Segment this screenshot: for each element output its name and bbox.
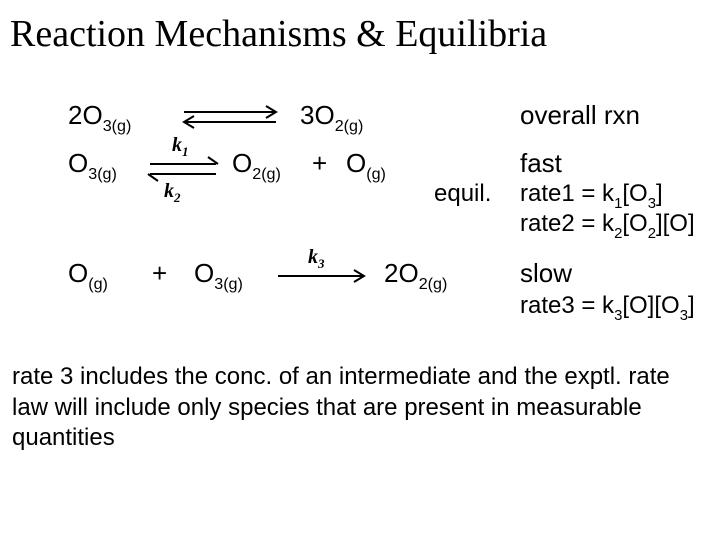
overall-right-coef: 3: [300, 100, 314, 130]
rate1-eqn: rate1 = k1[O3]: [520, 180, 663, 211]
step2-r2: O3(g): [194, 258, 243, 293]
step2-r1: O(g): [68, 258, 108, 293]
overall-rhs: 3O2(g): [300, 100, 363, 135]
step1-left-sub: 3(g): [88, 165, 117, 183]
step1-label: fast: [520, 148, 562, 179]
double-arrow-step1: [146, 154, 222, 184]
overall-right-sub: 2(g): [335, 117, 364, 135]
step1-lhs: O3(g): [68, 148, 117, 183]
overall-label: overall rxn: [520, 100, 640, 131]
rate3-eqn: rate3 = k3[O][O3]: [520, 292, 695, 323]
overall-left-coef: 2: [68, 100, 82, 130]
step1-left-species: O: [68, 148, 88, 178]
explanation-paragraph: rate 3 includes the conc. of an intermed…: [12, 362, 708, 454]
equil-label: equil.: [434, 180, 491, 208]
overall-right-species: O: [314, 100, 334, 130]
step1-prod1: O2(g): [232, 148, 281, 183]
step1-plus: +: [312, 148, 327, 179]
overall-left-sub: 3(g): [103, 117, 132, 135]
overall-left-species: O: [82, 100, 102, 130]
step2-plus: +: [152, 258, 167, 289]
rate2-eqn: rate2 = k2[O2][O]: [520, 210, 695, 241]
page-title: Reaction Mechanisms & Equilibria: [0, 0, 720, 80]
step1-prod2: O(g): [346, 148, 386, 183]
k2-label: k2: [164, 180, 181, 206]
step2-product: 2O2(g): [384, 258, 447, 293]
content-area: 2O3(g) 3O2(g) overall rxn O3(g) k1 k2 O2…: [0, 80, 720, 520]
overall-lhs: 2O3(g): [68, 100, 131, 135]
double-arrow-overall: [178, 102, 282, 132]
step2-label: slow: [520, 258, 572, 289]
arrow-step2: [276, 268, 370, 284]
